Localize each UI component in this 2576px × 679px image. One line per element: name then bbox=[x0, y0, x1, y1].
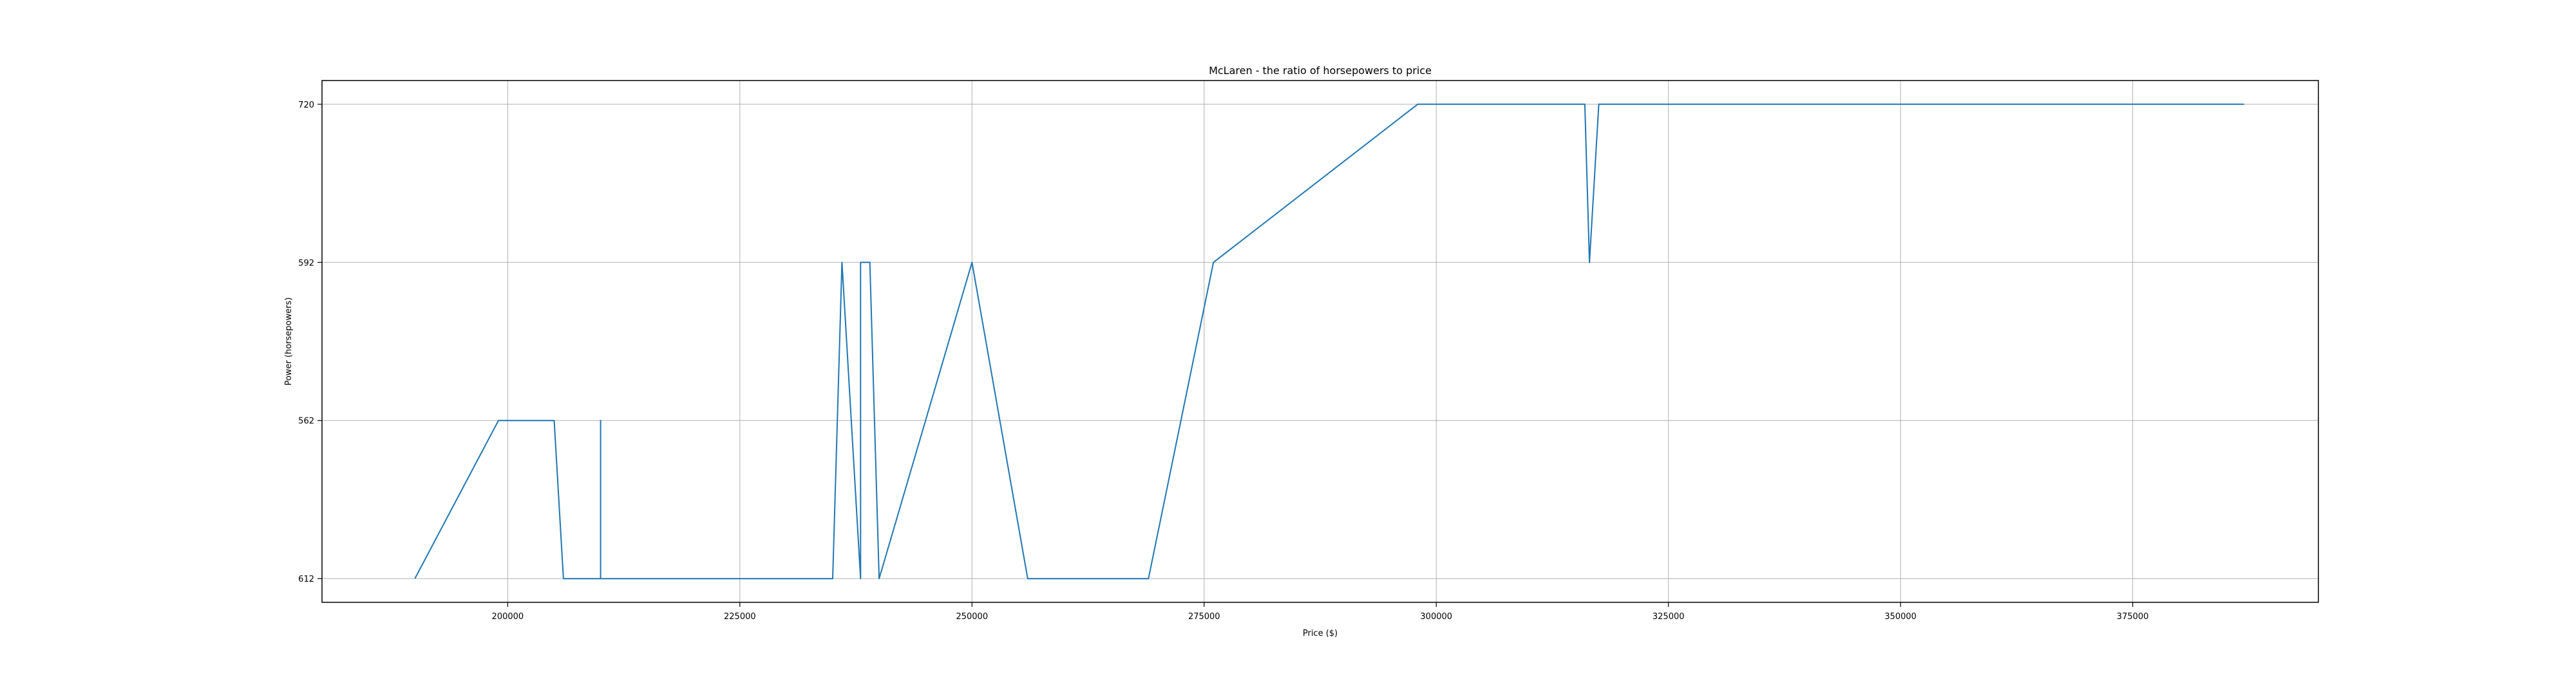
y-tick-label: 612 bbox=[298, 575, 314, 584]
series-line bbox=[414, 103, 2244, 580]
series-layer bbox=[414, 103, 2244, 580]
x-tick-label: 375000 bbox=[2117, 612, 2149, 622]
x-tick-label: 200000 bbox=[492, 612, 524, 622]
y-tick-label: 592 bbox=[298, 258, 314, 268]
x-axis-ticks: 200000 225000 250000 275000 300000 325000 3500… bbox=[492, 602, 2149, 622]
x-tick-label: 325000 bbox=[1653, 612, 1685, 622]
y-axis-ticks: 612 562 592 720 bbox=[298, 100, 322, 584]
x-tick-label: 275000 bbox=[1188, 612, 1220, 622]
axes-frame bbox=[321, 80, 2319, 603]
chart-title: McLaren - the ratio of horsepowers to pr… bbox=[1209, 64, 1432, 77]
x-tick-label: 250000 bbox=[956, 612, 988, 622]
y-tick-label: 562 bbox=[298, 417, 314, 426]
x-tick-label: 300000 bbox=[1420, 612, 1452, 622]
x-tick-label: 225000 bbox=[724, 612, 756, 622]
x-tick-label: 350000 bbox=[1884, 612, 1917, 622]
y-tick-label: 720 bbox=[298, 100, 314, 110]
y-axis-label: Power (horsepowers) bbox=[284, 298, 294, 386]
x-axis-label: Price ($) bbox=[1303, 629, 1338, 638]
